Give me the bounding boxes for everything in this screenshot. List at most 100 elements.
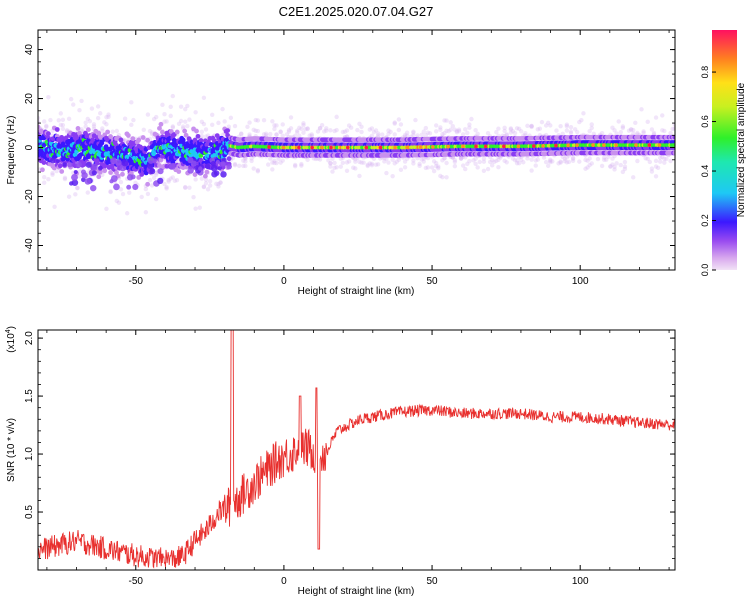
spectral-halo xyxy=(554,128,559,133)
spectral-halo xyxy=(610,125,615,130)
spectral-halo xyxy=(463,166,468,172)
spectral-halo xyxy=(77,174,82,179)
spectral-band xyxy=(157,125,162,131)
spectral-halo xyxy=(570,155,576,161)
spectral-band xyxy=(192,172,198,177)
spectral-halo xyxy=(52,204,57,209)
colorbar-tick-label: 0.4 xyxy=(700,165,710,178)
spectral-halo xyxy=(616,119,621,124)
spectral-halo xyxy=(419,157,424,162)
spectral-halo xyxy=(64,129,70,134)
spectral-halo xyxy=(180,124,186,129)
spectral-halo xyxy=(438,125,443,130)
spectral-halo xyxy=(168,113,173,119)
spectral-halo xyxy=(599,163,605,169)
spectral-halo xyxy=(191,195,196,200)
spectral-halo xyxy=(328,128,333,133)
spectral-band xyxy=(672,150,675,156)
spectral-halo xyxy=(670,126,675,132)
spectral-halo xyxy=(299,161,304,167)
spectral-halo xyxy=(396,127,402,133)
spectral-halo xyxy=(216,184,221,189)
spectral-halo xyxy=(564,160,570,165)
spectral-halo xyxy=(411,161,416,166)
spectral-halo xyxy=(353,166,358,171)
spectral-halo xyxy=(133,180,138,185)
spectral-halo xyxy=(655,165,661,171)
spectral-halo xyxy=(106,114,111,120)
spectral-halo xyxy=(162,111,167,117)
spectral-peak xyxy=(502,144,506,149)
colorbar-ticks: 0.0 0.2 0.4 0.6 0.8 xyxy=(700,66,716,276)
spectral-halo xyxy=(398,122,404,127)
spectral-scatter xyxy=(115,159,122,166)
y-tick-label: 0 xyxy=(24,144,35,150)
spectral-halo xyxy=(46,95,51,100)
spectral-halo xyxy=(456,128,462,134)
spectral-halo xyxy=(332,160,337,166)
spectral-scatter xyxy=(215,159,221,165)
spectral-halo xyxy=(444,118,449,123)
spectral-halo xyxy=(141,127,146,133)
spectral-halo xyxy=(475,131,480,137)
spectral-halo xyxy=(645,156,650,162)
spectral-peak xyxy=(657,143,662,147)
spectral-scatter xyxy=(147,156,155,164)
spectral-halo xyxy=(301,123,306,128)
spectral-halo xyxy=(504,160,509,165)
spectral-halo xyxy=(214,181,219,187)
spectral-halo xyxy=(392,120,397,125)
spectral-halo xyxy=(390,157,395,163)
spectral-halo xyxy=(73,192,78,197)
spectral-halo xyxy=(440,131,445,137)
spectral-scatter xyxy=(49,157,56,164)
spectral-halo xyxy=(274,132,279,137)
spectral-halo xyxy=(458,156,464,161)
spectral-halo xyxy=(649,127,655,132)
spectral-halo xyxy=(411,133,416,138)
spectral-halo xyxy=(145,191,151,197)
spectral-halo xyxy=(44,123,49,129)
spectral-halo xyxy=(649,169,655,174)
spectral-band xyxy=(140,135,146,140)
spectral-halo xyxy=(346,159,352,164)
spectral-halo xyxy=(367,127,373,132)
spectral-halo xyxy=(541,155,547,160)
spectral-halo xyxy=(465,161,470,167)
spectral-halo xyxy=(139,194,144,200)
spectral-halo xyxy=(514,161,520,166)
spectral-band xyxy=(195,133,201,139)
spectral-halo xyxy=(589,161,594,166)
x-tick-label: 100 xyxy=(572,276,589,287)
spectral-halo xyxy=(620,124,626,129)
spectral-halo xyxy=(75,185,80,191)
spectral-halo xyxy=(404,133,410,138)
spectral-halo xyxy=(386,131,391,137)
spectral-halo xyxy=(369,161,375,167)
spectral-halo xyxy=(272,123,277,128)
spectral-halo xyxy=(127,190,132,195)
spectral-halo xyxy=(433,129,439,134)
spectral-peak xyxy=(281,145,286,150)
spectral-core xyxy=(198,153,204,158)
spectral-halo xyxy=(332,165,337,171)
spectral-band xyxy=(136,175,142,180)
spectral-peak xyxy=(483,144,488,149)
spectral-halo xyxy=(535,127,541,132)
spectral-halo xyxy=(359,160,364,165)
spectral-scatter xyxy=(90,184,97,192)
spectral-halo xyxy=(473,128,478,133)
spectral-peak xyxy=(461,144,465,149)
spectral-halo xyxy=(657,155,663,161)
spectral-halo xyxy=(60,117,66,123)
spectral-halo xyxy=(344,168,350,174)
spectral-halo xyxy=(322,129,327,134)
spectral-halo xyxy=(104,122,109,127)
spectral-halo xyxy=(174,177,180,183)
spectral-halo xyxy=(417,161,422,167)
snr-scale-factor: (x104) xyxy=(5,326,17,353)
spectral-halo xyxy=(183,184,188,190)
spectral-halo xyxy=(98,111,103,116)
spectral-halo xyxy=(558,123,563,129)
spectral-halo xyxy=(199,119,205,125)
